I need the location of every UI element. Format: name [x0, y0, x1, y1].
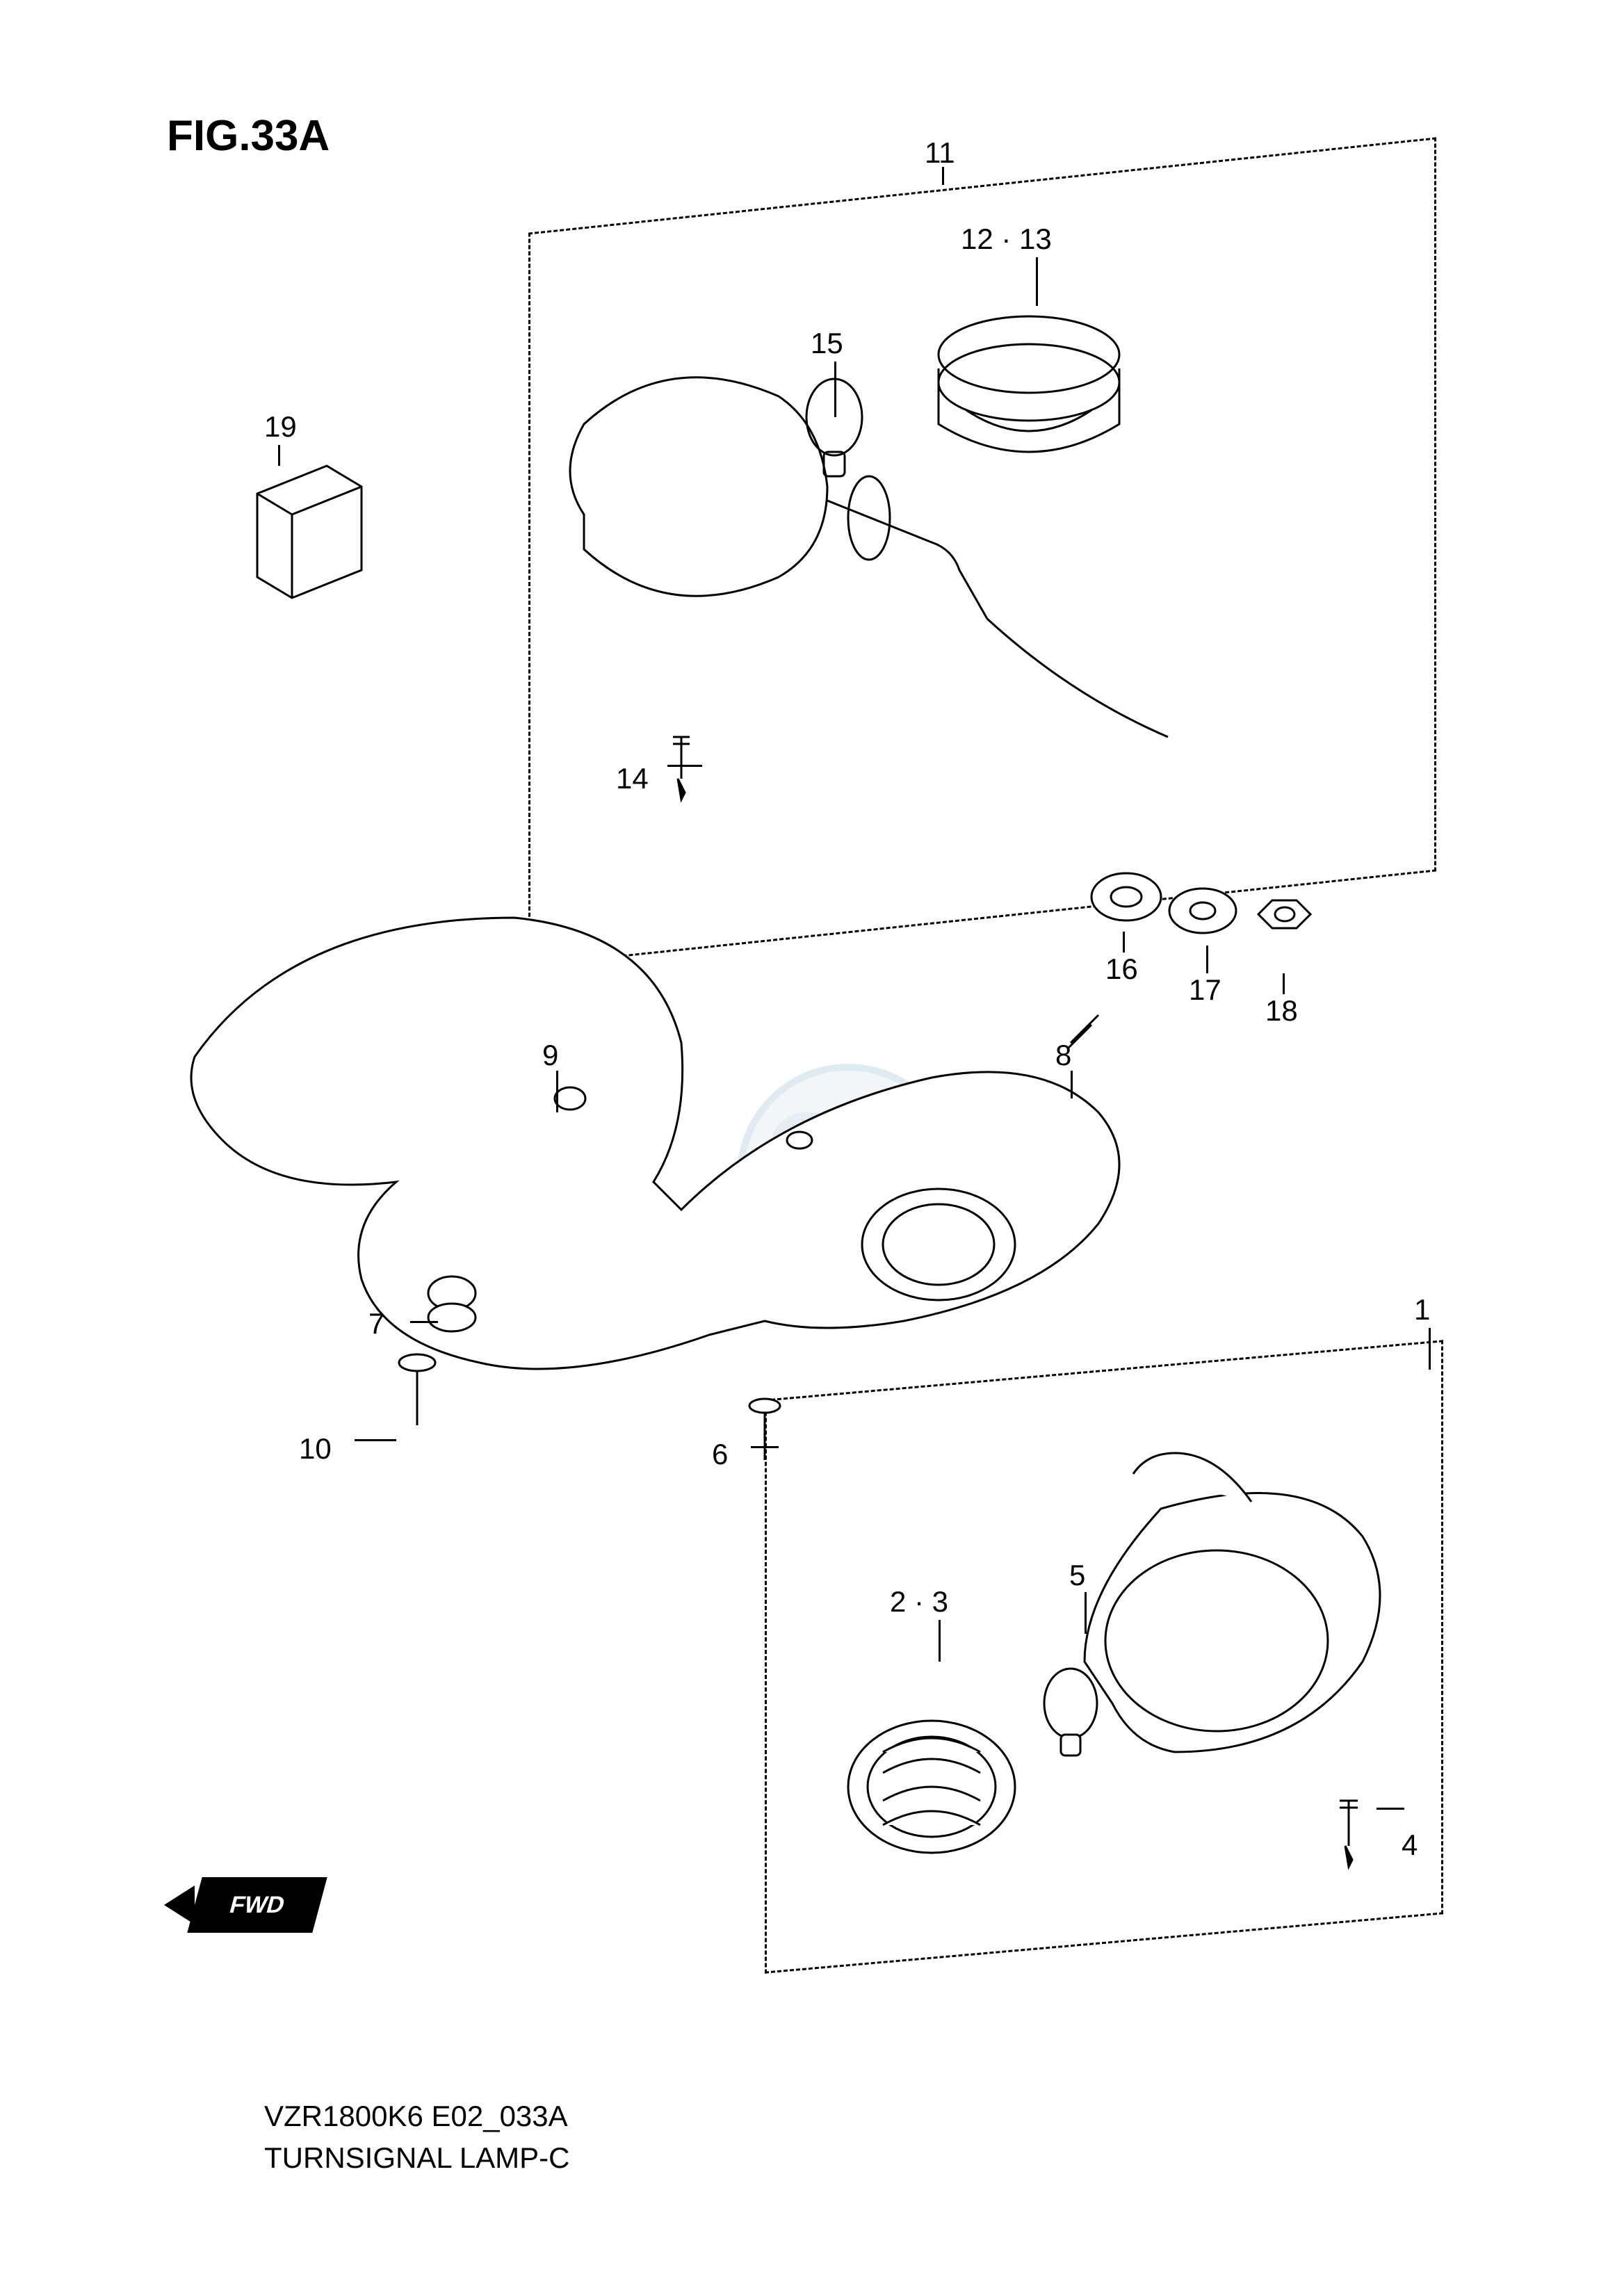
fwd-badge: FWD: [187, 1877, 327, 1933]
leader-line: [667, 765, 702, 767]
bottom-assembly-drawing: [786, 1425, 1425, 1940]
footer-line-2: TURNSIGNAL LAMP-C: [264, 2141, 570, 2175]
callout-8: 8: [1055, 1039, 1071, 1072]
callout-10: 10: [299, 1432, 332, 1466]
footer-line-1: VZR1800K6 E02_033A: [264, 2100, 568, 2133]
callout-15: 15: [811, 327, 843, 360]
callout-7: 7: [368, 1307, 384, 1340]
diagram-page: FIG.33A OEM MOTORPARTS: [0, 0, 1624, 2295]
leader-line: [556, 1071, 558, 1112]
callout-9: 9: [542, 1039, 558, 1072]
leader-line: [1206, 946, 1208, 973]
callout-6: 6: [712, 1438, 728, 1471]
top-assembly-drawing: [542, 250, 1418, 890]
fwd-arrow-icon: [164, 1886, 195, 1924]
leader-line: [834, 362, 836, 417]
callout-2-3: 2 · 3: [890, 1585, 948, 1619]
callout-12-13: 12 · 13: [961, 222, 1052, 256]
callout-11: 11: [925, 136, 955, 170]
callout-4: 4: [1402, 1828, 1418, 1862]
leader-line: [1123, 932, 1125, 952]
leader-line: [1283, 973, 1285, 994]
callout-5: 5: [1069, 1559, 1085, 1592]
leader-line: [939, 1620, 941, 1662]
callout-18: 18: [1265, 994, 1298, 1028]
callout-16: 16: [1105, 952, 1138, 986]
callout-19: 19: [264, 410, 297, 444]
leader-line: [942, 167, 944, 185]
leader-line: [355, 1439, 396, 1441]
fwd-badge-text: FWD: [227, 1892, 288, 1919]
callout-1: 1: [1414, 1293, 1430, 1327]
leader-line: [751, 1446, 779, 1448]
leader-line: [278, 445, 280, 466]
leader-line: [1071, 1071, 1073, 1098]
relay-19: [236, 452, 382, 612]
leader-line: [1377, 1808, 1404, 1810]
callout-14: 14: [616, 762, 649, 795]
leader-line: [1429, 1328, 1431, 1370]
callout-17: 17: [1189, 973, 1221, 1007]
leader-line: [1036, 257, 1038, 306]
leader-line: [1085, 1592, 1087, 1634]
figure-title: FIG.33A: [167, 111, 330, 161]
leader-line: [410, 1321, 438, 1323]
housing-cover: [153, 834, 1182, 1460]
